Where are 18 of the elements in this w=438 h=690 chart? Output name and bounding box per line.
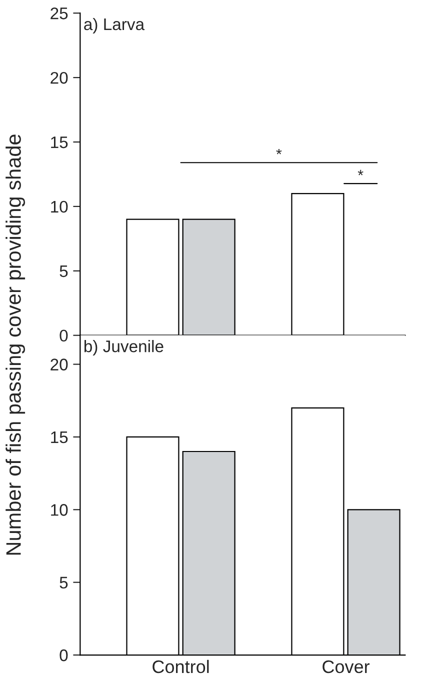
y-tick-label: 0 [60,330,68,342]
y-tick-label: 5 [60,265,68,278]
y-tick-label: 5 [60,576,68,589]
y-tick-label: 15 [51,432,68,444]
y-axis-title: Number of fish passing cover providing shade [6,134,26,555]
y-tick-label: 20 [50,358,68,370]
annotation: * [276,148,282,154]
annotation: * [358,170,364,176]
y-tick-label: 25 [50,8,68,20]
y-tick-label: 10 [51,200,68,213]
y-tick-label: 10 [51,504,68,516]
annotation: b) Juvenile [84,340,164,356]
x-tick-label: Control [152,660,209,674]
y-tick-label: 15 [51,136,68,148]
y-tick-label: 0 [60,649,68,662]
x-tick-label: Cover [322,660,370,674]
y-tick-label: 20 [50,72,68,84]
annotation: a) Larva [84,18,145,34]
